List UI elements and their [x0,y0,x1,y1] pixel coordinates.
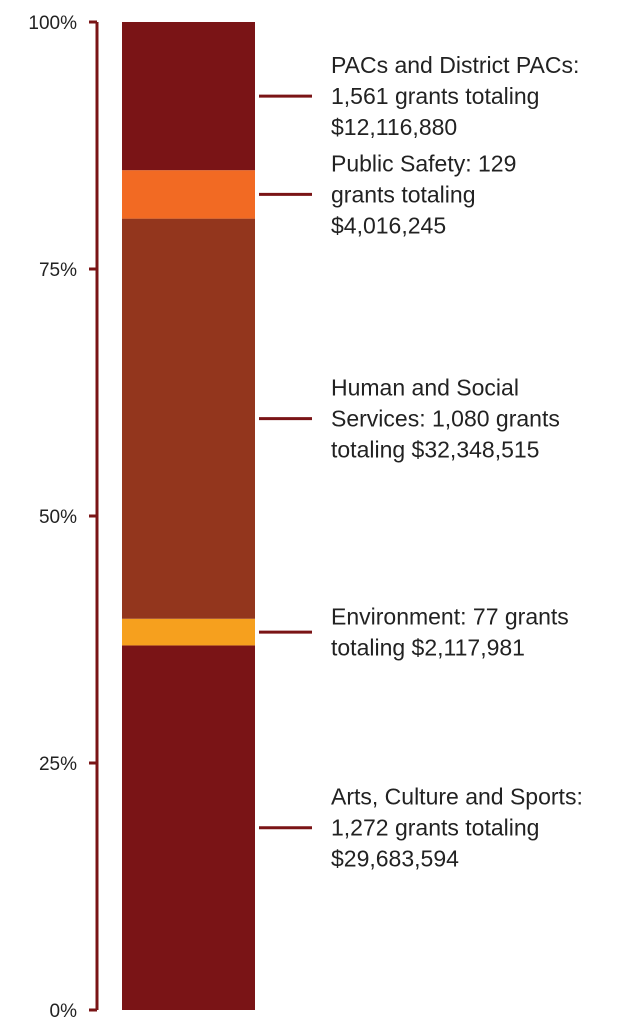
stacked-bar [122,22,255,1010]
y-tick-label: 0% [50,1001,78,1019]
y-tick-label: 75% [39,260,77,281]
segment-label-line: PACs and District PACs: [331,52,579,78]
segment-labels: Arts, Culture and Sports: 1,272 grants to… [259,52,583,872]
y-tick-label: 100% [28,13,77,34]
segment-label-line: totaling $2,117,981 [331,635,525,661]
bar-segment [122,22,255,171]
bar-segment [122,618,255,646]
y-axis: 0% 25% 50% 75% 100% [28,13,99,1019]
segment-label-line: 1,272 grants totaling [331,815,539,841]
segment-label-line: grants totaling [331,181,475,207]
segment-label-line: Human and Social [331,375,519,401]
segment-label-line: Public Safety: 129 [331,150,516,176]
y-tick-label: 50% [39,507,77,528]
segment-label-line: $4,016,245 [331,212,446,238]
segment-label-line: 1,561 grants totaling [331,83,539,109]
segment-label-line: $12,116,880 [331,114,457,140]
segment-label-line: Services: 1,080 grants [331,406,560,432]
bar-segment [122,170,255,219]
bar-segment [122,645,255,1010]
y-tick-label: 25% [39,754,77,775]
bar-segment [122,218,255,619]
segment-label-line: $29,683,594 [331,846,459,872]
segment-label-line: totaling $32,348,515 [331,437,539,463]
segment-label-line: Environment: 77 grants [331,604,569,630]
segment-label-line: Arts, Culture and Sports: [331,784,583,810]
